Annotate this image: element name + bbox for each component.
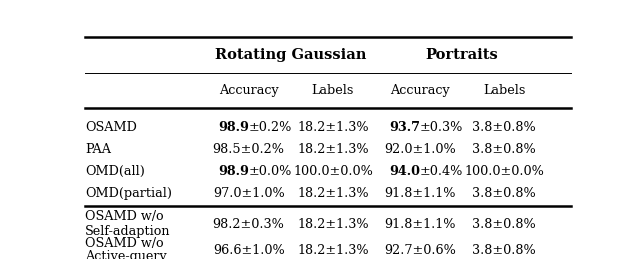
- Text: Active-query: Active-query: [85, 250, 166, 259]
- Text: OSAMD: OSAMD: [85, 121, 137, 134]
- Text: 3.8±0.8%: 3.8±0.8%: [472, 187, 536, 200]
- Text: ±0.4%: ±0.4%: [420, 165, 463, 178]
- Text: 96.6±1.0%: 96.6±1.0%: [212, 243, 285, 257]
- Text: 98.2±0.3%: 98.2±0.3%: [212, 218, 285, 231]
- Text: 94.0: 94.0: [388, 165, 420, 178]
- Text: 91.8±1.1%: 91.8±1.1%: [384, 218, 456, 231]
- Text: 92.7±0.6%: 92.7±0.6%: [384, 243, 456, 257]
- Text: ±0.2%: ±0.2%: [249, 121, 292, 134]
- Text: 98.5±0.2%: 98.5±0.2%: [212, 143, 285, 156]
- Text: 92.0±1.0%: 92.0±1.0%: [384, 143, 456, 156]
- Text: ±0.3%: ±0.3%: [420, 121, 463, 134]
- Text: Rotating Gaussian: Rotating Gaussian: [215, 48, 367, 62]
- Text: 100.0±0.0%: 100.0±0.0%: [293, 165, 373, 178]
- Text: 18.2±1.3%: 18.2±1.3%: [297, 218, 369, 231]
- Text: ±0.0%: ±0.0%: [249, 165, 292, 178]
- Text: 18.2±1.3%: 18.2±1.3%: [297, 187, 369, 200]
- Text: 3.8±0.8%: 3.8±0.8%: [472, 121, 536, 134]
- Text: Accuracy: Accuracy: [390, 84, 450, 97]
- Text: 3.8±0.8%: 3.8±0.8%: [472, 218, 536, 231]
- Text: 3.8±0.8%: 3.8±0.8%: [472, 143, 536, 156]
- Text: 93.7: 93.7: [388, 121, 420, 134]
- Text: Accuracy: Accuracy: [219, 84, 278, 97]
- Text: 97.0±1.0%: 97.0±1.0%: [212, 187, 285, 200]
- Text: 18.2±1.3%: 18.2±1.3%: [297, 243, 369, 257]
- Text: 98.9: 98.9: [218, 121, 249, 134]
- Text: Self-adaption: Self-adaption: [85, 225, 170, 238]
- Text: 91.8±1.1%: 91.8±1.1%: [384, 187, 456, 200]
- Text: 3.8±0.8%: 3.8±0.8%: [472, 243, 536, 257]
- Text: OSAMD w/o: OSAMD w/o: [85, 211, 164, 224]
- Text: OMD(partial): OMD(partial): [85, 187, 172, 200]
- Text: 98.9: 98.9: [218, 165, 249, 178]
- Text: 18.2±1.3%: 18.2±1.3%: [297, 121, 369, 134]
- Text: Labels: Labels: [483, 84, 525, 97]
- Text: PAA: PAA: [85, 143, 111, 156]
- Text: Labels: Labels: [312, 84, 354, 97]
- Text: OSAMD w/o: OSAMD w/o: [85, 237, 164, 250]
- Text: 100.0±0.0%: 100.0±0.0%: [464, 165, 544, 178]
- Text: 18.2±1.3%: 18.2±1.3%: [297, 143, 369, 156]
- Text: Portraits: Portraits: [426, 48, 499, 62]
- Text: OMD(all): OMD(all): [85, 165, 145, 178]
